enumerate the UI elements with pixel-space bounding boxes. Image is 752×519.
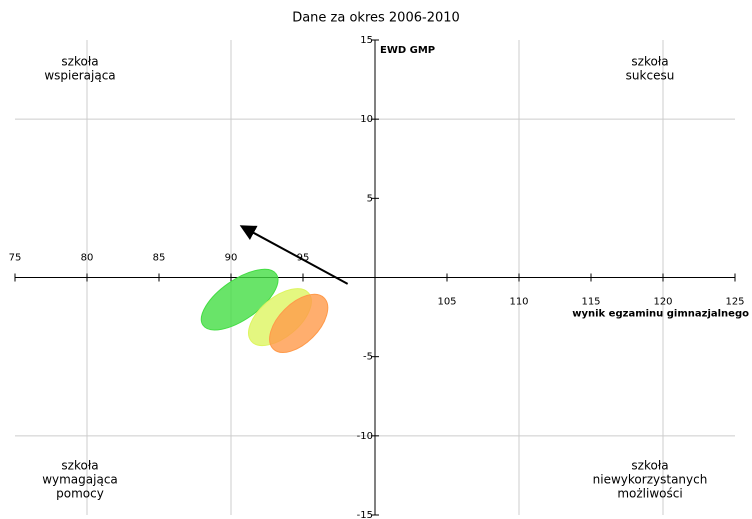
- quadrant-label: szkoła: [631, 459, 668, 473]
- ellipse: [269, 293, 329, 353]
- quadrant-label: sukcesu: [626, 69, 675, 83]
- x-tick-label: 80: [81, 253, 94, 264]
- chart-title: Dane za okres 2006-2010: [292, 11, 460, 26]
- x-tick-label: 85: [153, 253, 166, 264]
- x-tick-label: 75: [9, 253, 22, 264]
- quadrant-label: wymagająca: [42, 473, 118, 487]
- x-tick-label: 90: [225, 253, 238, 264]
- quadrant-label: pomocy: [56, 487, 104, 501]
- x-tick-label: 95: [297, 253, 310, 264]
- y-tick-label: -5: [363, 352, 373, 363]
- x-tick-label: 115: [581, 297, 600, 308]
- x-tick-label: 105: [437, 297, 456, 308]
- y-tick-label: -10: [357, 431, 373, 442]
- quadrant-label: szkoła: [61, 55, 98, 69]
- x-tick-label: 125: [725, 297, 744, 308]
- y-tick-label: 10: [360, 114, 373, 125]
- arrow: [239, 225, 349, 285]
- quadrant-label: wspierająca: [44, 69, 115, 83]
- quadrant-label: szkoła: [631, 55, 668, 69]
- quadrant-label: niewykorzystanych: [593, 473, 708, 487]
- y-tick-label: -15: [357, 510, 373, 519]
- x-tick-label: 120: [653, 297, 672, 308]
- x-tick-label: 110: [509, 297, 528, 308]
- y-axis-label: EWD GMP: [380, 45, 435, 56]
- y-tick-label: 15: [360, 35, 373, 46]
- y-tick-label: 5: [367, 193, 373, 204]
- quadrant-label: możliwości: [617, 487, 682, 501]
- ellipse: [200, 268, 279, 331]
- x-axis-label: wynik egzaminu gimnazjalnego: [572, 309, 749, 320]
- quadrant-label: szkoła: [61, 459, 98, 473]
